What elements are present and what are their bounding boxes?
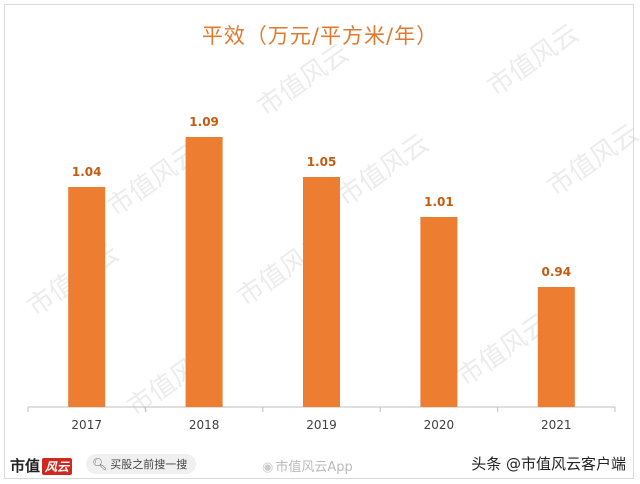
data-label-2021: 0.94 [541,265,571,279]
weibo-watermark: ◉ 市值风云App [262,456,353,475]
brand-logo-mark: 风云 [42,458,73,475]
x-tick-label-2018: 2018 [189,418,220,432]
footer: 市值 风云 🔍︎ 买股之前搜一搜 ◉ 市值风云App 头条 @市值风云客户端 [0,448,640,484]
bar-2021 [537,287,575,407]
data-label-2017: 1.04 [72,165,102,179]
x-tick-label-2021: 2021 [541,418,572,432]
x-tick-label-2017: 2017 [71,418,102,432]
bar-2020 [420,217,458,407]
x-tick-label-2020: 2020 [424,418,455,432]
data-label-2019: 1.05 [307,155,337,169]
weibo-icon: ◉ [262,460,274,475]
chart-title: 平效（万元/平方米/年） [201,24,439,48]
search-text: 买股之前搜一搜 [110,458,188,471]
search-box[interactable]: 🔍︎ 买股之前搜一搜 [86,454,196,474]
data-label-2020: 1.01 [424,195,454,209]
data-label-2018: 1.09 [189,115,219,129]
bar-2019 [303,177,340,407]
weibo-text: 市值风云App [275,460,353,475]
search-icon: 🔍︎ [92,457,108,471]
x-tick-label-2019: 2019 [306,418,337,432]
source-credit: 头条 @市值风云客户端 [471,455,626,473]
brand-logo: 市值 风云 [10,455,73,476]
bar-2017 [68,187,106,407]
bar-2018 [185,137,223,407]
